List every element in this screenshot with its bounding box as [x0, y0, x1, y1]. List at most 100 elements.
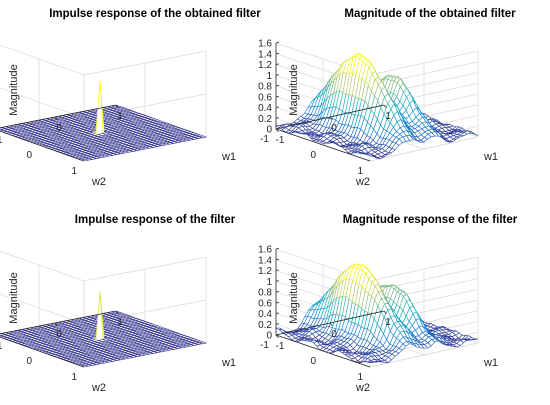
surface-cell — [197, 135, 208, 139]
y-tick-label: 0 — [310, 356, 316, 367]
x-tick-label: 0 — [56, 123, 62, 134]
z-tick — [275, 106, 280, 108]
z-tick-label: 0.2 — [258, 114, 272, 125]
y-tick-label: 1 — [357, 372, 363, 383]
x-tick-label: 1 — [385, 111, 391, 122]
x-tick — [383, 104, 387, 109]
z-tick-label: 1.6 — [258, 39, 272, 50]
surface-mesh — [0, 291, 208, 368]
z-tick-label: 0.6 — [258, 92, 272, 103]
z-tick-label: 0 — [266, 125, 272, 136]
x-tick — [115, 104, 119, 109]
x-tick-label: 1 — [117, 111, 123, 122]
chart-title: Impulse response of the filter — [75, 214, 236, 226]
y-tick-label: 0 — [26, 150, 32, 161]
z-tick-label: 1.4 — [258, 49, 272, 60]
z-tick-label: 1.2 — [258, 266, 272, 277]
x-axis-label: w1 — [483, 151, 498, 163]
z-tick — [275, 85, 280, 87]
axis-line — [275, 334, 371, 368]
z-tick — [275, 301, 280, 304]
floor-gridline — [369, 342, 479, 368]
y-tick-label: 0 — [310, 150, 316, 161]
z-tick-label: 0.4 — [258, 103, 272, 114]
z-tick — [275, 334, 280, 336]
axes-4: 00.20.40.60.811.21.41.6-101-101Magnitude… — [258, 214, 518, 394]
x-axis-label: w1 — [221, 357, 236, 369]
z-axis-label: Magnitude — [288, 64, 300, 115]
y-tick-label: -1 — [260, 134, 269, 145]
x-tick-label: 1 — [385, 317, 391, 328]
x-tick-label: -1 — [276, 341, 285, 352]
surface-mesh — [275, 263, 479, 364]
z-tick-label: 0.8 — [258, 82, 272, 93]
surface-mesh — [0, 80, 208, 162]
x-tick — [275, 334, 279, 339]
y-tick-label: 1 — [71, 166, 77, 177]
x-tick-label: 0 — [331, 329, 337, 340]
x-tick — [329, 322, 333, 327]
z-tick — [275, 117, 280, 119]
y-axis-label: w2 — [355, 176, 370, 188]
z-axis-label: Magnitude — [288, 272, 300, 323]
x-tick — [115, 310, 119, 315]
z-tick — [275, 95, 280, 98]
x-tick-label: 0 — [331, 123, 337, 134]
y-axis-label: w2 — [91, 176, 106, 188]
y-tick-label: 1 — [357, 166, 363, 177]
z-tick — [275, 42, 280, 44]
z-tick — [275, 280, 280, 282]
z-tick — [275, 312, 280, 314]
x-tick-label: 1 — [117, 317, 123, 328]
z-tick — [275, 248, 280, 250]
z-tick — [275, 63, 280, 65]
z-tick — [275, 258, 280, 261]
axis-line — [0, 336, 85, 368]
y-tick-label: -1 — [260, 340, 269, 351]
z-tick-label: 1 — [266, 71, 272, 82]
axis-line — [0, 130, 85, 162]
x-tick-label: -1 — [0, 341, 3, 352]
chart-title: Magnitude response of the filter — [343, 214, 518, 226]
z-tick-label: 1.4 — [258, 255, 272, 266]
z-axis-label: Magnitude — [8, 272, 20, 323]
z-axis-label: Magnitude — [8, 64, 20, 115]
z-tick-label: 0.6 — [258, 298, 272, 309]
y-tick-label: 1 — [71, 372, 77, 383]
surface-cell — [471, 131, 479, 137]
y-axis-label: w2 — [91, 382, 106, 394]
x-tick-label: -1 — [276, 135, 285, 146]
z-tick — [275, 269, 280, 271]
z-tick — [275, 128, 280, 130]
surface-mesh — [274, 52, 479, 159]
z-tick-label: 1 — [266, 277, 272, 288]
axes-2: 00.20.40.60.811.21.41.6-101-101Magnitude… — [258, 8, 516, 188]
x-axis-label: w1 — [483, 357, 498, 369]
y-tick-label: 0 — [26, 356, 32, 367]
x-tick — [383, 310, 387, 315]
z-tick-label: 0.2 — [258, 320, 272, 331]
chart-title: Magnitude of the obtained filter — [344, 8, 516, 20]
z-tick-label: 0 — [266, 331, 272, 342]
surface-cell — [197, 341, 208, 345]
x-tick-label: 0 — [56, 329, 62, 340]
z-tick — [275, 52, 280, 55]
z-tick-label: 0.4 — [258, 309, 272, 320]
x-tick — [54, 322, 58, 327]
z-tick-label: 1.6 — [258, 245, 272, 256]
floor-gridline — [369, 136, 479, 162]
x-tick — [329, 116, 333, 121]
z-tick-label: 1.2 — [258, 60, 272, 71]
x-tick — [54, 116, 58, 121]
x-tick — [275, 128, 279, 133]
x-tick-label: -1 — [0, 135, 3, 146]
z-tick — [275, 291, 280, 293]
axis-line — [275, 128, 371, 162]
chart-title: Impulse response of the obtained filter — [49, 8, 261, 20]
surface-cell — [471, 338, 479, 341]
z-tick-label: 0.8 — [258, 288, 272, 299]
y-axis-label: w2 — [355, 382, 370, 394]
